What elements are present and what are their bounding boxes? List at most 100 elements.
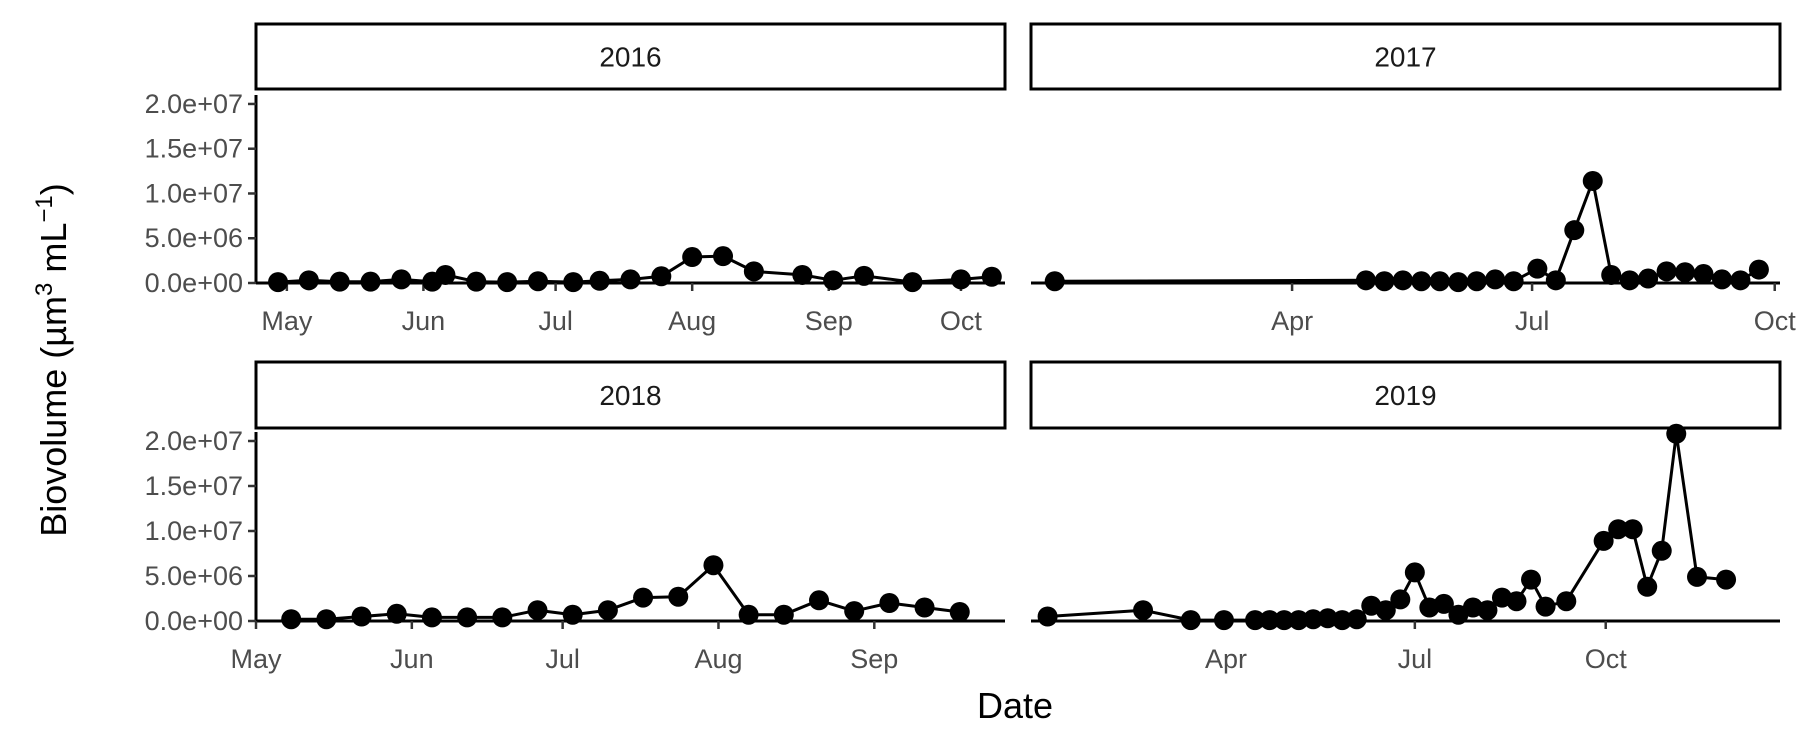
data-point (1716, 569, 1737, 590)
data-point (738, 604, 759, 625)
data-point (949, 602, 970, 622)
data-point (1274, 610, 1295, 631)
data-point (1651, 540, 1672, 561)
panel-2019: 2019 Apr Jul Oct (1029, 360, 1782, 674)
data-point (1619, 270, 1640, 291)
y-tick-label: 1.0e+07 (145, 516, 243, 546)
data-point (1675, 262, 1696, 283)
data-point (1711, 269, 1732, 290)
panel-2017: 2017 Apr Jul Oct (1029, 22, 1797, 336)
facet-strip-label: 2016 (599, 42, 661, 73)
data-point (589, 270, 610, 291)
data-point (281, 609, 302, 630)
x-tick-label: Apr (1205, 644, 1247, 674)
data-point (1564, 220, 1585, 241)
data-point (597, 600, 618, 621)
data-point (1477, 600, 1498, 621)
y-axis-title: Biovolume (µm3 mL−1) (31, 183, 74, 537)
y-tick-label: 5.0e+06 (145, 223, 243, 253)
data-point (316, 609, 337, 630)
x-tick-label: Oct (1585, 644, 1628, 674)
data-point (1433, 593, 1454, 614)
x-tick-label: Aug (694, 644, 742, 674)
data-point (854, 265, 875, 286)
data-point (1638, 268, 1659, 289)
data-point (298, 270, 319, 291)
data-point (682, 247, 703, 268)
x-tick-label: Oct (940, 306, 983, 336)
data-point (1593, 530, 1614, 551)
data-point (773, 604, 794, 625)
data-point (1503, 271, 1524, 292)
y-axis-title-middle: mL (33, 223, 74, 283)
data-point (1527, 258, 1548, 279)
data-point (879, 593, 900, 613)
data-point (1448, 272, 1469, 293)
x-tick-label: Sep (805, 306, 853, 336)
data-point (421, 607, 442, 628)
data-point (466, 271, 487, 292)
data-point (563, 272, 584, 293)
facet-strip (254, 22, 1007, 91)
facet-strip (254, 360, 1007, 430)
data-point (1506, 591, 1527, 612)
data-point (1392, 270, 1413, 291)
data-point (1608, 519, 1629, 540)
x-tick-label: Apr (1271, 306, 1313, 336)
x-tick-label: Sep (850, 644, 898, 674)
data-point (1666, 423, 1687, 444)
facet-strip-label: 2018 (599, 380, 661, 411)
data-point (620, 269, 641, 290)
facet-strip-label: 2019 (1374, 380, 1436, 411)
data-point (713, 246, 734, 267)
x-tick-label: May (261, 306, 313, 336)
data-point (823, 270, 844, 291)
data-point (329, 271, 350, 292)
data-point (435, 264, 456, 285)
data-point (360, 271, 381, 292)
data-point (1332, 610, 1353, 631)
series-line (1054, 179, 1760, 284)
y-tick-label: 2.0e+07 (145, 89, 243, 119)
y-tick-label: 1.5e+07 (145, 471, 243, 501)
x-tick-label: Jul (545, 644, 580, 674)
facet-strip (1029, 22, 1782, 91)
data-point (1037, 606, 1058, 627)
data-point (1213, 610, 1234, 631)
data-point (1545, 270, 1566, 291)
data-point (950, 269, 971, 290)
data-point (527, 271, 548, 292)
data-point (1582, 170, 1603, 191)
data-point (268, 272, 289, 293)
data-point (902, 272, 923, 293)
data-point (668, 586, 689, 607)
data-point (1466, 271, 1487, 292)
data-point (391, 269, 412, 290)
x-tick-label: May (230, 644, 282, 674)
x-tick-label: Oct (1754, 306, 1797, 336)
data-point (1288, 610, 1309, 631)
data-point (981, 266, 1002, 287)
data-point (743, 261, 764, 282)
data-point (1303, 609, 1324, 630)
data-point (1390, 589, 1411, 610)
y-tick-label: 2.0e+07 (145, 426, 243, 456)
x-tick-label: Jun (390, 644, 434, 674)
data-point (1535, 596, 1556, 617)
data-point (651, 266, 672, 287)
data-point (1346, 609, 1367, 630)
data-point (1637, 576, 1658, 597)
data-point (703, 555, 724, 576)
x-tick-label: Aug (668, 306, 716, 336)
data-point (497, 272, 518, 293)
x-tick-label: Jul (1398, 644, 1433, 674)
data-point (844, 601, 865, 622)
data-point (1245, 610, 1266, 631)
data-point (492, 607, 513, 628)
data-point (1556, 591, 1577, 612)
x-tick-label: Jun (402, 306, 446, 336)
data-point (527, 600, 548, 621)
data-point (1748, 259, 1769, 280)
y-axis-title-superscript-1: 3 (31, 283, 58, 296)
